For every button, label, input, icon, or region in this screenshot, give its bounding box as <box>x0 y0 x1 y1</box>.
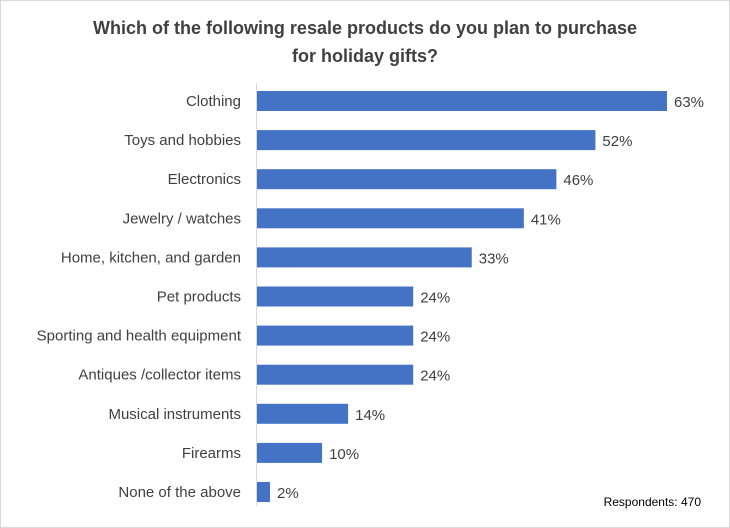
bar <box>257 130 596 151</box>
chart-title-line-1: Which of the following resale products d… <box>93 18 637 38</box>
category-label: Jewelry / watches <box>123 210 241 227</box>
data-label: 14% <box>355 407 385 424</box>
bar <box>257 208 524 229</box>
category-label: Musical instruments <box>108 406 241 423</box>
data-label: 63% <box>674 94 704 111</box>
bar <box>257 482 271 502</box>
bar <box>257 247 472 268</box>
category-label: Clothing <box>186 93 241 110</box>
data-label: 24% <box>420 368 450 385</box>
bar <box>257 442 323 463</box>
bar <box>257 169 557 190</box>
data-label: 41% <box>531 211 561 228</box>
bar <box>257 364 414 385</box>
category-label: Electronics <box>168 171 241 188</box>
data-label: 33% <box>479 250 509 267</box>
bar <box>257 91 667 111</box>
category-label: None of the above <box>118 484 241 501</box>
data-label: 46% <box>563 172 593 189</box>
bar <box>257 325 414 346</box>
bar <box>257 403 349 424</box>
category-label: Home, kitchen, and garden <box>61 249 241 266</box>
chart-title-line-2: for holiday gifts? <box>292 46 438 66</box>
data-label: 10% <box>329 446 359 463</box>
category-label: Pet products <box>157 289 241 306</box>
data-label: 52% <box>602 133 632 150</box>
category-label: Toys and hobbies <box>124 132 241 149</box>
category-label: Antiques /collector items <box>78 367 241 384</box>
data-label: 2% <box>277 485 299 502</box>
respondents-note: Respondents: 470 <box>604 495 702 509</box>
category-label: Firearms <box>182 445 241 462</box>
category-label: Sporting and health equipment <box>37 328 242 345</box>
bar <box>257 286 414 307</box>
data-label: 24% <box>420 329 450 346</box>
data-label: 24% <box>420 290 450 307</box>
